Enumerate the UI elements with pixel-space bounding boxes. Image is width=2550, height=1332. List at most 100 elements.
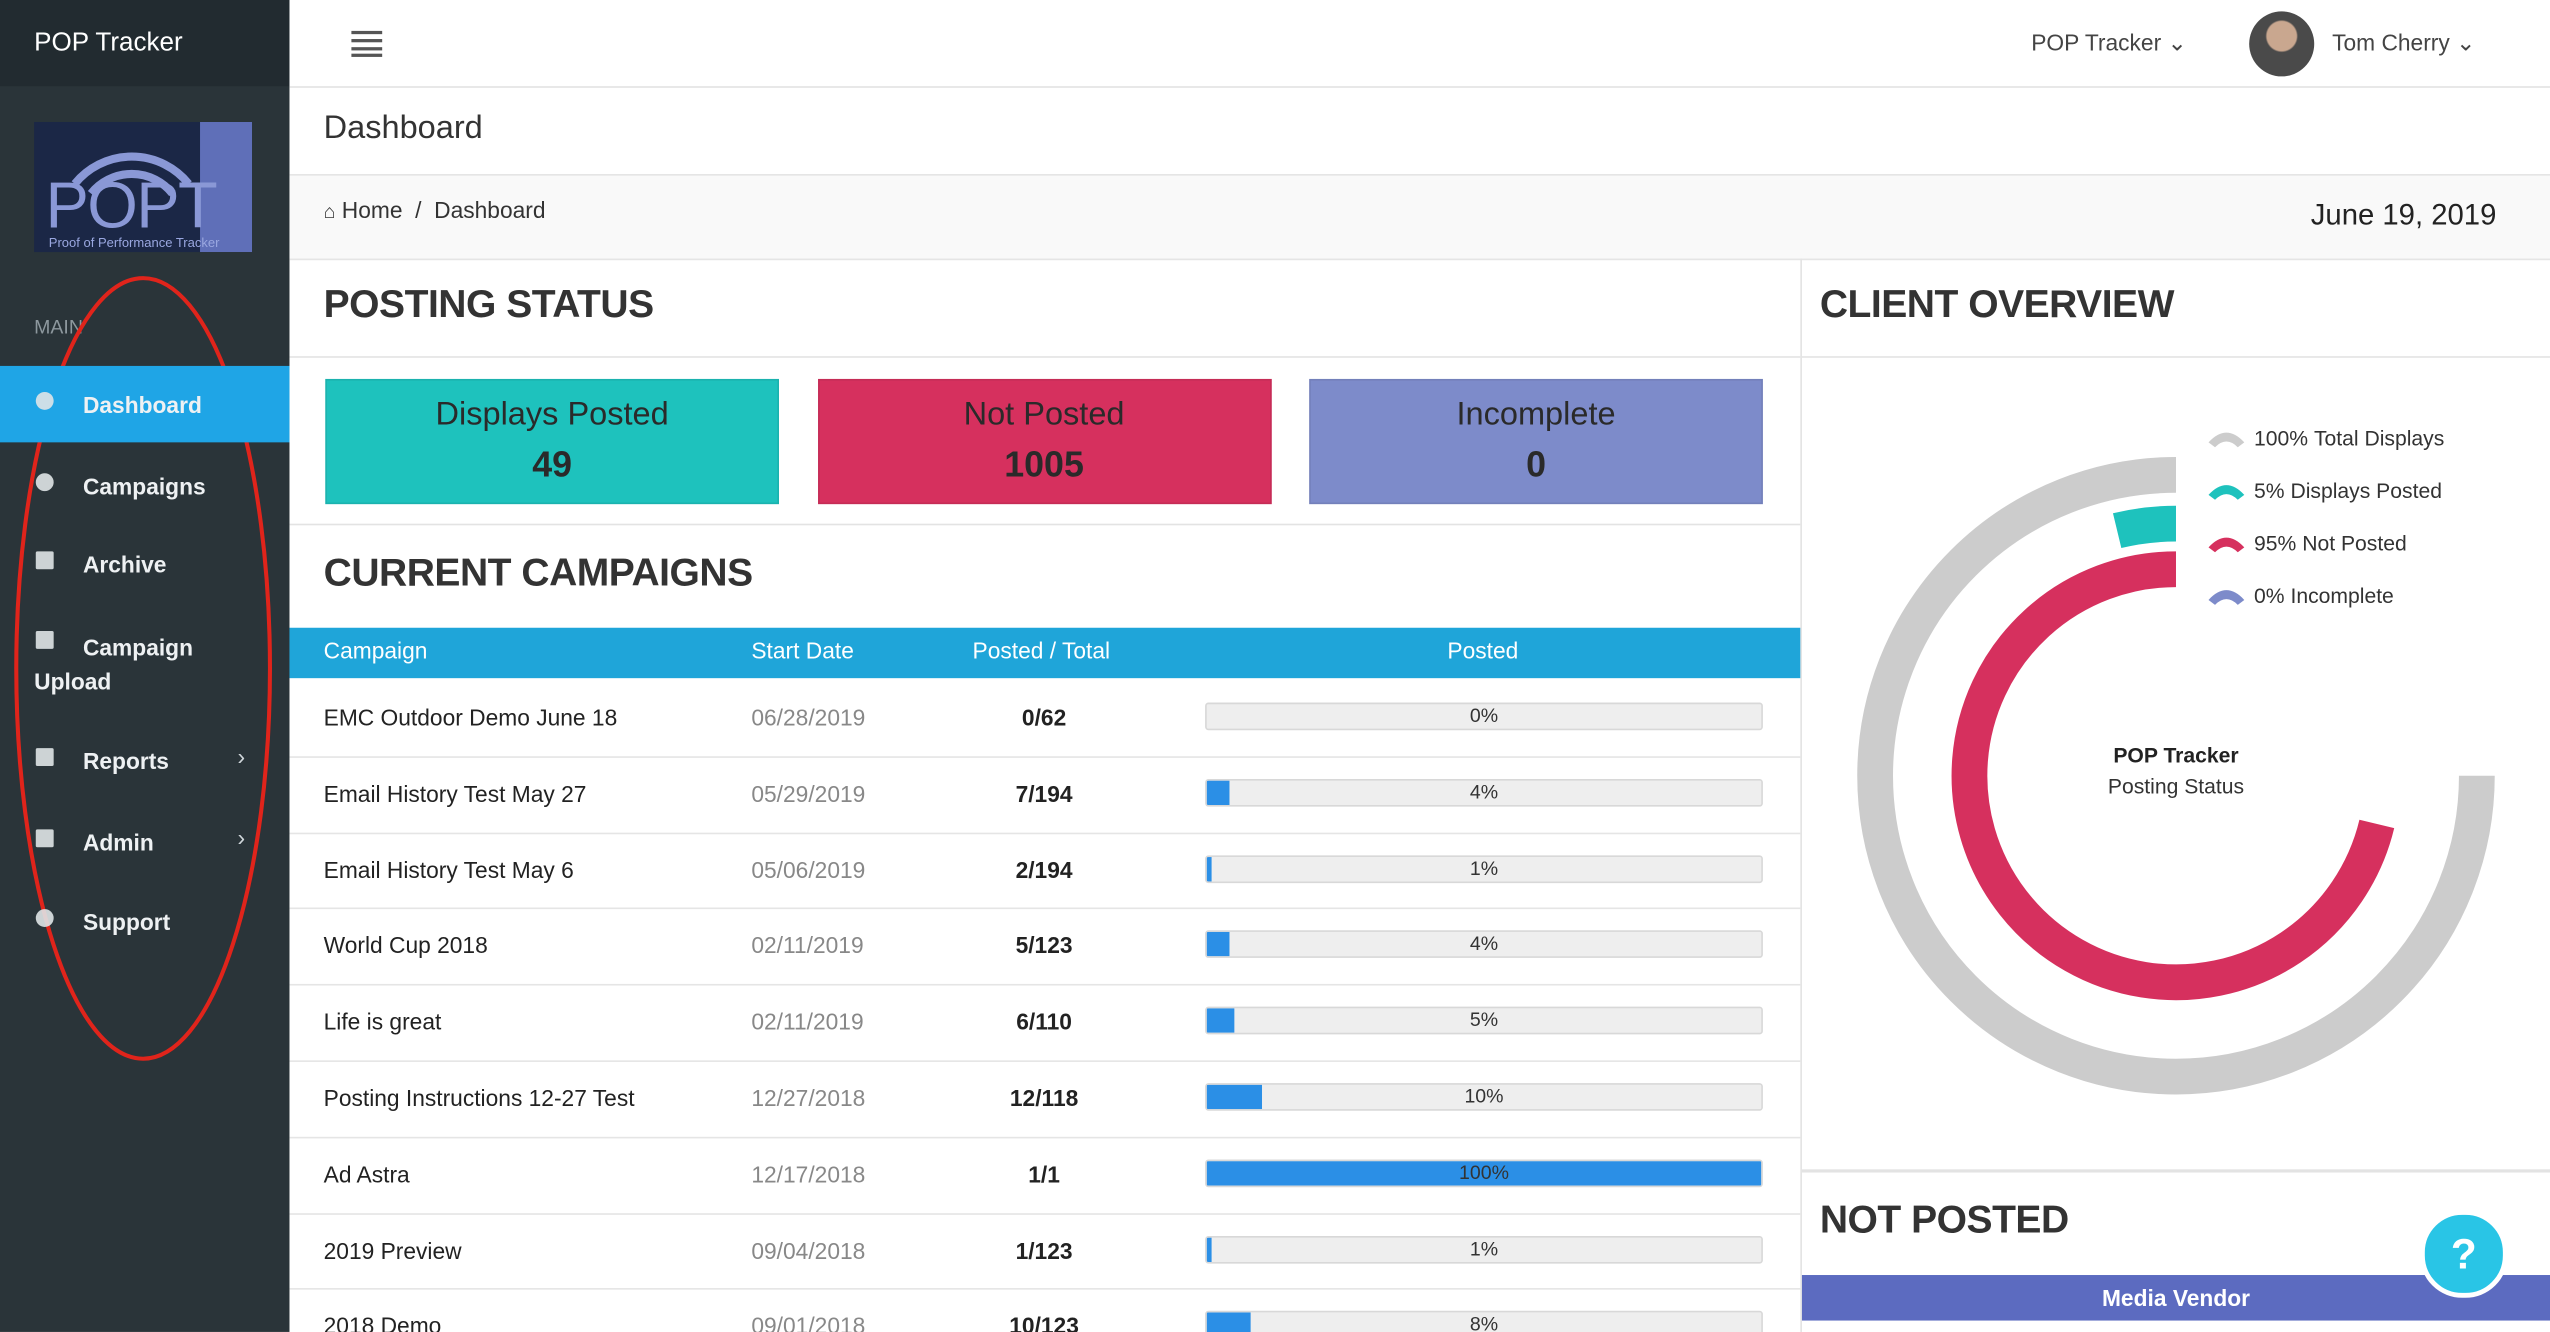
nav-icon	[35, 829, 54, 848]
campaign-name[interactable]: 2018 Demo	[323, 1313, 442, 1332]
campaign-name[interactable]: EMC Outdoor Demo June 18	[323, 704, 618, 731]
nav-icon	[35, 551, 54, 570]
nav-item[interactable]: Admin ›	[0, 803, 289, 879]
nav-label[interactable]: Support	[82, 909, 171, 936]
progress-track: 8%	[1205, 1311, 1763, 1332]
start-date: 05/06/2019	[751, 856, 866, 883]
table-row: Life is great 02/11/2019 6/110 5%	[289, 984, 1801, 1062]
campaign-name[interactable]: World Cup 2018	[323, 932, 488, 959]
nav-icon	[35, 631, 54, 649]
user-name[interactable]: Tom Cherry	[2332, 29, 2450, 56]
campaign-name[interactable]: Posting Instructions 12-27 Test	[323, 1084, 635, 1111]
legend-icon[interactable]	[2208, 485, 2245, 500]
nav-item[interactable]: Reports ›	[0, 722, 289, 798]
legend-icon[interactable]	[2208, 537, 2245, 553]
posted-total: 12/118	[1009, 1084, 1079, 1111]
campaign-name[interactable]: Ad Astra	[323, 1160, 410, 1187]
radial-bar	[1857, 456, 2495, 1095]
column-header: Media Vendor	[2101, 1284, 2251, 1311]
campaign-name[interactable]: Email History Test May 6	[323, 856, 574, 883]
column-header: Campaign	[323, 637, 428, 664]
brand[interactable]: POP Tracker	[0, 0, 290, 87]
divider	[289, 523, 1801, 526]
progress-track: 100%	[1205, 1159, 1763, 1187]
breadcrumb-bar	[289, 174, 2550, 261]
breadcrumb-link[interactable]: Home	[341, 196, 403, 223]
posted-total: 6/110	[1016, 1008, 1072, 1035]
start-date: 09/04/2018	[751, 1236, 866, 1263]
posted-total: 7/194	[1015, 780, 1073, 807]
section-title: CLIENT OVERVIEW	[1819, 282, 2175, 327]
nav-item[interactable]: Archive	[0, 525, 289, 601]
campaign-name[interactable]: 2019 Preview	[323, 1236, 462, 1263]
app-menu[interactable]: POP Tracker ⌄	[2031, 29, 2187, 56]
legend-icon[interactable]	[2208, 590, 2245, 605]
nav-section: MAIN	[34, 315, 83, 339]
legend-icon[interactable]	[2208, 432, 2245, 448]
table-header	[289, 627, 1801, 679]
campaign-name[interactable]: Life is great	[323, 1008, 442, 1035]
campaign-name[interactable]: Email History Test May 27	[323, 780, 587, 807]
legend-item[interactable]: 0% Incomplete	[2254, 585, 2394, 608]
avatar[interactable]	[2249, 11, 2315, 77]
posted-total: 0/62	[1021, 704, 1067, 731]
center-subtitle: Posting Status	[2108, 776, 2244, 799]
table-row: Ad Astra 12/17/2018 1/1 100%	[289, 1136, 1801, 1215]
start-date: 12/27/2018	[751, 1084, 866, 1111]
app-menu-label[interactable]: POP Tracker	[2031, 29, 2162, 56]
section-title: NOT POSTED	[1819, 1198, 2069, 1243]
breadcrumb: ⌂ Home / Dashboard	[323, 196, 546, 223]
nav-chevron[interactable]: ›	[237, 743, 246, 770]
column-header: Posted / Total	[972, 637, 1111, 664]
top-bar	[289, 0, 2550, 88]
nav-item[interactable]: Support	[0, 883, 289, 959]
table-header: Media Vendor	[1801, 1275, 2550, 1321]
start-date: 05/29/2019	[751, 780, 866, 807]
nav-icon	[35, 391, 54, 410]
legend-item[interactable]: 95% Not Posted	[2254, 533, 2407, 556]
nav-label[interactable]: Dashboard	[82, 391, 202, 418]
progress-fill	[1206, 780, 1229, 805]
status-card: Not Posted 1005	[817, 378, 1271, 505]
nav-label[interactable]: Admin	[82, 829, 154, 856]
menu-toggle[interactable]	[351, 29, 384, 58]
nav-icon	[35, 473, 54, 492]
progress-label: 4%	[1469, 780, 1499, 804]
nav-label[interactable]: Campaigns	[82, 473, 206, 500]
column-header: Start Date	[751, 637, 854, 664]
divider	[289, 356, 1801, 358]
help-button[interactable]: ?	[2419, 1209, 2508, 1298]
nav-chevron[interactable]: ›	[237, 824, 246, 851]
legend-item[interactable]: 100% Total Displays	[2254, 428, 2444, 451]
start-date: 02/11/2019	[751, 1008, 864, 1035]
nav-label[interactable]: Archive	[82, 551, 167, 578]
column-header: Posted	[1447, 637, 1519, 664]
progress-label: 5%	[1469, 1008, 1499, 1032]
nav-label[interactable]: Campaign Upload	[34, 634, 194, 695]
section-title: POSTING STATUS	[323, 282, 654, 327]
nav-label[interactable]: Reports	[82, 748, 169, 775]
legend-value: 95%	[2254, 533, 2296, 556]
progress-label: 1%	[1469, 1236, 1499, 1260]
start-date: 12/17/2018	[751, 1160, 866, 1187]
progress-fill	[1206, 1236, 1213, 1262]
status-card: Incomplete 0	[1309, 378, 1763, 505]
progress-label: 1%	[1469, 856, 1499, 880]
progress-track: 1%	[1205, 1235, 1763, 1263]
legend-label: Displays Posted	[2290, 480, 2441, 503]
user-menu[interactable]: Tom Cherry ⌄	[2332, 29, 2476, 56]
legend-item[interactable]: 5% Displays Posted	[2254, 480, 2442, 503]
nav-item[interactable]: Campaigns	[0, 447, 289, 523]
radial-bar	[2112, 505, 2177, 549]
legend-label: Total Displays	[2314, 428, 2444, 451]
nav-item[interactable]: Campaign Upload	[0, 607, 289, 714]
progress-fill	[1206, 932, 1229, 957]
legend-label: Not Posted	[2302, 533, 2407, 556]
card-value: 1005	[1004, 443, 1084, 485]
progress-label: 100%	[1459, 1160, 1509, 1184]
legend-value: 100%	[2254, 428, 2308, 451]
nav-item[interactable]: Dashboard	[0, 365, 290, 443]
card-label: Displays Posted	[435, 396, 669, 433]
progress-track: 1%	[1205, 854, 1763, 883]
